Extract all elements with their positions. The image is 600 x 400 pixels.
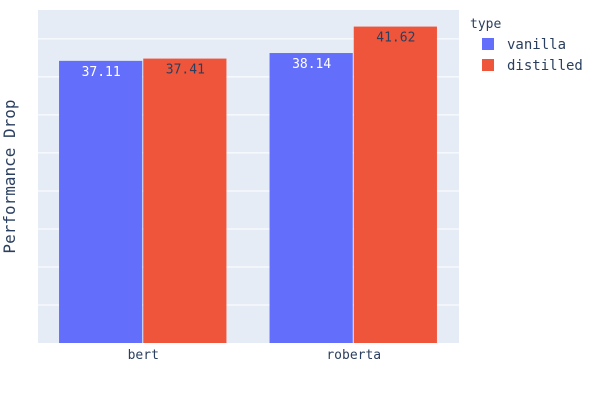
x-tick-label: bert: [128, 348, 159, 363]
bar-label-distilled-roberta: 41.62: [376, 31, 415, 46]
bar-label-vanilla-bert: 37.11: [82, 65, 121, 80]
legend-item-vanilla: vanilla: [507, 37, 566, 53]
legend: type vanilla distilled: [470, 17, 583, 74]
bar-distilled-roberta: [353, 26, 437, 343]
legend-swatch-distilled: [482, 59, 494, 71]
legend-title: type: [470, 17, 501, 32]
bar-vanilla-bert: [59, 60, 143, 343]
bar-label-distilled-bert: 37.41: [166, 63, 205, 78]
bar-distilled-bert: [143, 58, 227, 343]
x-axis-ticks: bert roberta: [128, 348, 382, 363]
bar-vanilla-roberta: [269, 53, 353, 344]
x-tick-label: roberta: [326, 348, 381, 363]
legend-swatch-vanilla: [482, 38, 494, 50]
bar-label-vanilla-roberta: 38.14: [292, 57, 331, 72]
legend-item-distilled: distilled: [507, 58, 583, 74]
y-axis-label: Performance Drop: [0, 99, 19, 253]
bars: 37.11 37.41 38.14 41.62: [59, 26, 437, 344]
